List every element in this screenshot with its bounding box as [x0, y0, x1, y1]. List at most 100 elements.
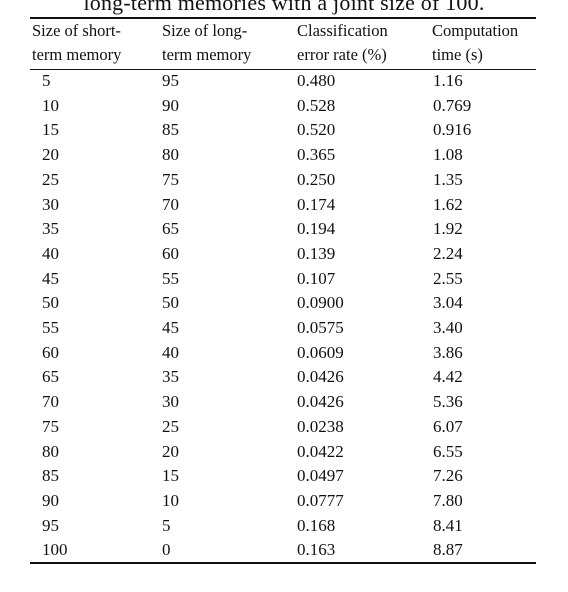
table-header-row: Size of short-term memory Size of long-t…: [30, 19, 536, 69]
cell-short-term-size: 90: [42, 490, 59, 510]
header-long-term-memory-size: Size of long-term memory: [162, 21, 252, 64]
cell-computation-time: 6.55: [433, 441, 463, 461]
table-row: 90 10 0.0777 7.80: [30, 489, 536, 514]
cell-error-rate: 0.528: [297, 95, 336, 115]
cell-computation-time: 1.62: [433, 194, 463, 214]
table-bottom-rule: [30, 562, 536, 564]
table-row: 70 30 0.0426 5.36: [30, 390, 536, 415]
cell-error-rate: 0.0609: [297, 342, 344, 362]
cell-error-rate: 0.0900: [297, 293, 344, 313]
cell-error-rate: 0.0426: [297, 367, 344, 387]
cell-computation-time: 2.24: [433, 243, 463, 263]
table-row: 50 50 0.0900 3.04: [30, 291, 536, 316]
cell-short-term-size: 30: [42, 194, 59, 214]
table-header-rule: [30, 69, 536, 70]
cell-short-term-size: 70: [42, 392, 59, 412]
cell-computation-time: 8.41: [433, 515, 463, 535]
table-row: 80 20 0.0422 6.55: [30, 440, 536, 465]
cell-computation-time: 0.916: [433, 120, 472, 140]
cell-error-rate: 0.250: [297, 169, 336, 189]
cell-computation-time: 1.35: [433, 169, 463, 189]
cell-computation-time: 7.80: [433, 490, 463, 510]
table-row: 15 85 0.520 0.916: [30, 118, 536, 143]
table-row: 40 60 0.139 2.24: [30, 242, 536, 267]
cell-short-term-size: 35: [42, 219, 59, 239]
header-classification-error-rate: Classification error rate (%): [297, 21, 388, 64]
cell-long-term-size: 95: [162, 71, 179, 90]
cell-short-term-size: 55: [42, 318, 59, 338]
cell-computation-time: 8.87: [433, 540, 463, 560]
cell-computation-time: 1.08: [433, 145, 463, 165]
table-row: 45 55 0.107 2.55: [30, 267, 536, 292]
cell-long-term-size: 75: [162, 169, 179, 189]
cell-long-term-size: 0: [162, 540, 171, 560]
cell-error-rate: 0.520: [297, 120, 336, 140]
cell-computation-time: 0.769: [433, 95, 472, 115]
cell-error-rate: 0.480: [297, 71, 336, 90]
table-row: 5 95 0.480 1.16: [30, 69, 536, 94]
table-row: 85 15 0.0497 7.26: [30, 464, 536, 489]
cell-long-term-size: 25: [162, 416, 179, 436]
cell-long-term-size: 40: [162, 342, 179, 362]
table-row: 65 35 0.0426 4.42: [30, 365, 536, 390]
cell-error-rate: 0.365: [297, 145, 336, 165]
cell-short-term-size: 75: [42, 416, 59, 436]
cell-short-term-size: 10: [42, 95, 59, 115]
cell-long-term-size: 80: [162, 145, 179, 165]
cell-computation-time: 3.04: [433, 293, 463, 313]
cell-error-rate: 0.174: [297, 194, 336, 214]
table-row: 10 90 0.528 0.769: [30, 94, 536, 119]
header-short-term-memory-size: Size of short-term memory: [32, 21, 122, 64]
cell-computation-time: 3.86: [433, 342, 463, 362]
cell-computation-time: 1.92: [433, 219, 463, 239]
cell-error-rate: 0.163: [297, 540, 336, 560]
cell-computation-time: 5.36: [433, 392, 463, 412]
cell-error-rate: 0.0497: [297, 466, 344, 486]
cell-computation-time: 6.07: [433, 416, 463, 436]
cell-error-rate: 0.0426: [297, 392, 344, 412]
cell-error-rate: 0.0575: [297, 318, 344, 338]
table-top-rule: [30, 17, 536, 19]
cell-error-rate: 0.139: [297, 243, 336, 263]
cell-short-term-size: 25: [42, 169, 59, 189]
cell-long-term-size: 5: [162, 515, 171, 535]
cell-short-term-size: 45: [42, 268, 59, 288]
cell-short-term-size: 80: [42, 441, 59, 461]
cell-short-term-size: 40: [42, 243, 59, 263]
cell-long-term-size: 90: [162, 95, 179, 115]
table-row: 55 45 0.0575 3.40: [30, 316, 536, 341]
cell-long-term-size: 45: [162, 318, 179, 338]
table-row: 25 75 0.250 1.35: [30, 168, 536, 193]
table-caption: long-term memories with a joint size of …: [83, 0, 485, 15]
cell-computation-time: 3.40: [433, 318, 463, 338]
table-row: 95 5 0.168 8.41: [30, 514, 536, 539]
cell-error-rate: 0.168: [297, 515, 336, 535]
table-row: 30 70 0.174 1.62: [30, 193, 536, 218]
table-row: 75 25 0.0238 6.07: [30, 415, 536, 440]
cell-long-term-size: 20: [162, 441, 179, 461]
cell-short-term-size: 20: [42, 145, 59, 165]
cell-error-rate: 0.0777: [297, 490, 344, 510]
memory-size-results-table: Size of short-term memory Size of long-t…: [30, 19, 536, 563]
cell-short-term-size: 85: [42, 466, 59, 486]
cell-error-rate: 0.0422: [297, 441, 344, 461]
header-computation-time: Computation time (s): [432, 21, 519, 64]
cell-error-rate: 0.194: [297, 219, 336, 239]
table-body: 5 95 0.480 1.16 10 90 0.528 0.769 15 85 0.520 0.9…: [30, 69, 536, 563]
cell-long-term-size: 15: [162, 466, 179, 486]
cell-long-term-size: 85: [162, 120, 179, 140]
cell-short-term-size: 15: [42, 120, 59, 140]
cell-computation-time: 1.16: [433, 71, 463, 90]
cell-error-rate: 0.0238: [297, 416, 344, 436]
cell-computation-time: 2.55: [433, 268, 463, 288]
cell-long-term-size: 50: [162, 293, 179, 313]
cell-short-term-size: 100: [42, 540, 68, 560]
cell-computation-time: 7.26: [433, 466, 463, 486]
table-row: 60 40 0.0609 3.86: [30, 341, 536, 366]
cell-short-term-size: 60: [42, 342, 59, 362]
cell-long-term-size: 30: [162, 392, 179, 412]
cell-short-term-size: 95: [42, 515, 59, 535]
cell-short-term-size: 5: [42, 71, 51, 90]
table-row: 20 80 0.365 1.08: [30, 143, 536, 168]
cell-long-term-size: 10: [162, 490, 179, 510]
